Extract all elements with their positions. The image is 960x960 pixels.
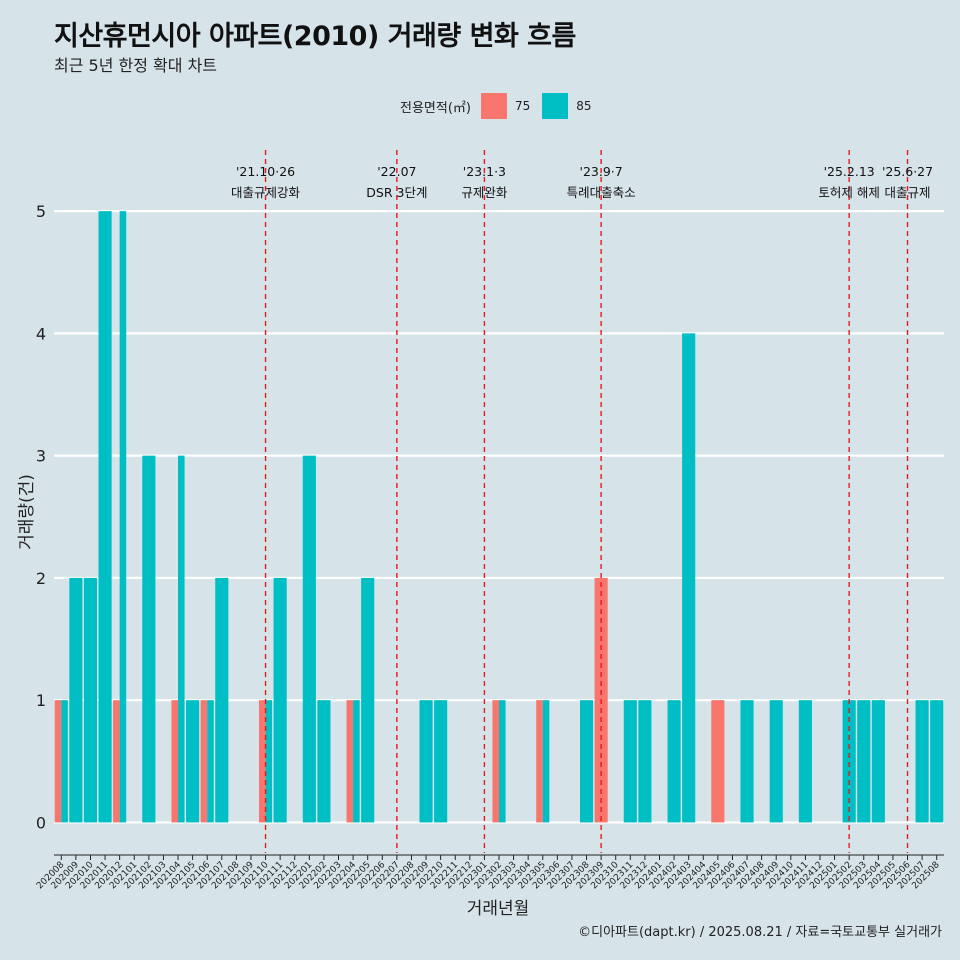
legend-label-75: 75 <box>514 99 531 113</box>
bar-85 <box>682 333 696 823</box>
bar-85 <box>434 700 448 823</box>
legend-key-85 <box>542 93 569 119</box>
bar-85 <box>419 700 433 823</box>
bar-85 <box>579 700 594 823</box>
chart-title: 지산휴먼시아 아파트(2010) 거래량 변화 흐름 <box>54 21 576 52</box>
event-date-label: '23.1·3 <box>463 164 506 179</box>
bar-85 <box>740 700 754 823</box>
bar-85 <box>265 700 273 823</box>
bar-85 <box>273 577 287 823</box>
legend-title: 전용면적(㎡) <box>400 100 471 116</box>
y-tick-label: 2 <box>36 569 46 588</box>
y-tick-label: 0 <box>36 813 46 832</box>
bar-85 <box>915 700 929 823</box>
bar-85 <box>207 700 214 823</box>
event-date-label: '25.2.13 <box>824 164 875 179</box>
bar-75 <box>711 700 725 823</box>
bar-85 <box>119 211 127 823</box>
y-axis-label: 거래량(건) <box>17 474 37 550</box>
event-date-label: '23.9·7 <box>580 164 623 179</box>
y-tick-label: 3 <box>36 447 46 466</box>
event-date-label: '25.6·27 <box>882 164 933 179</box>
bar-85 <box>842 700 856 823</box>
bar-85 <box>623 700 637 823</box>
y-tick-label: 5 <box>36 202 46 221</box>
bar-85 <box>302 455 316 823</box>
bar-75 <box>54 700 62 823</box>
event-name-label: 규제완화 <box>461 185 508 200</box>
bar-85 <box>317 700 331 823</box>
bar-85 <box>857 700 871 823</box>
bar-85 <box>930 700 944 823</box>
event-annotations: '21.10·26 대출규제강화 '22.07 DSR 3단계 '23.1·3 규제완화 '… <box>231 164 933 200</box>
bars <box>54 211 944 823</box>
chart-subtitle: 최근 5년 한정 확대 차트 <box>54 56 218 75</box>
bar-85 <box>178 455 185 823</box>
x-axis-label: 거래년월 <box>467 899 530 919</box>
bar-85 <box>69 577 83 823</box>
bar-85 <box>98 211 112 823</box>
event-name-label: 대출규제강화 <box>231 185 301 200</box>
event-name-label: DSR 3단계 <box>366 185 427 200</box>
bar-85 <box>186 700 200 823</box>
event-name-label: 특례대출축소 <box>567 185 636 200</box>
bar-75 <box>492 700 499 823</box>
bar-75 <box>113 700 120 823</box>
bar-85 <box>361 577 375 823</box>
bar-85 <box>83 577 98 823</box>
event-name-label: 토허제 해제 <box>818 185 879 200</box>
event-name-label: 대출규제 <box>885 185 931 200</box>
bar-85 <box>353 700 360 823</box>
event-date-label: '22.07 <box>377 164 416 179</box>
bar-85 <box>542 700 550 823</box>
bar-85 <box>769 700 783 823</box>
y-tick-label: 1 <box>36 691 46 710</box>
bar-75 <box>536 700 543 823</box>
bar-75 <box>200 700 208 823</box>
event-lines <box>264 150 909 853</box>
legend-key-75 <box>480 93 507 119</box>
y-tick-label: 4 <box>36 324 46 343</box>
bar-85 <box>638 700 652 823</box>
y-axis: 0 1 2 3 4 5 <box>36 202 46 832</box>
legend: 전용면적(㎡) 75 85 <box>400 93 604 119</box>
bar-85 <box>215 577 229 823</box>
bar-75 <box>171 700 179 823</box>
bar-85 <box>142 455 156 823</box>
bar-85 <box>61 700 68 823</box>
x-axis: 2020082020092020102020112020122021012021… <box>35 854 944 891</box>
bar-85 <box>499 700 506 823</box>
bar-75 <box>258 700 266 823</box>
legend-label-85: 85 <box>576 99 592 113</box>
event-date-label: '21.10·26 <box>236 164 295 179</box>
bar-85 <box>871 700 885 823</box>
bar-85 <box>798 700 812 823</box>
bar-75 <box>346 700 354 823</box>
caption: ©디아파트(dapt.kr) / 2025.08.21 / 자료=국토교통부 실… <box>578 925 942 940</box>
bar-85 <box>667 700 681 823</box>
